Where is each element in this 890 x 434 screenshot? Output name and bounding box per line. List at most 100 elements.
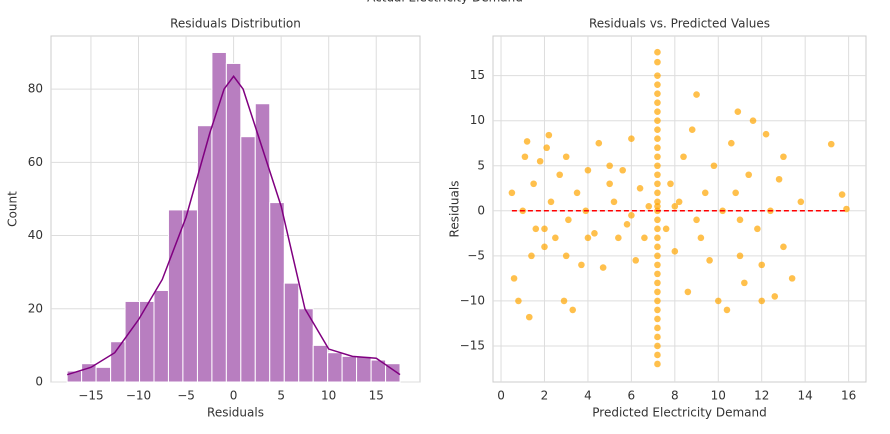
point bbox=[510, 275, 518, 282]
point bbox=[667, 180, 674, 188]
point bbox=[654, 126, 661, 134]
bar bbox=[356, 355, 372, 383]
point bbox=[619, 166, 626, 174]
point bbox=[680, 153, 687, 161]
point bbox=[521, 153, 529, 161]
point bbox=[758, 297, 766, 305]
y-tick-label: 40 bbox=[28, 228, 43, 242]
point bbox=[569, 306, 577, 314]
x-tick-label: 14 bbox=[798, 389, 813, 403]
point bbox=[654, 225, 661, 233]
point bbox=[606, 162, 613, 170]
point bbox=[780, 153, 787, 161]
bar bbox=[196, 125, 213, 383]
point bbox=[562, 252, 570, 260]
point bbox=[697, 234, 705, 242]
point bbox=[771, 293, 779, 300]
point bbox=[654, 117, 661, 124]
x-tick-label: −5 bbox=[177, 389, 195, 403]
x-tick-label: 10 bbox=[711, 389, 726, 403]
point bbox=[641, 234, 648, 242]
point bbox=[541, 225, 548, 233]
chart-title: Residuals Distribution bbox=[170, 17, 301, 31]
x-tick-label: −10 bbox=[126, 389, 151, 403]
point bbox=[654, 360, 661, 368]
y-tick-label: 60 bbox=[28, 155, 43, 169]
bar bbox=[240, 136, 256, 383]
point bbox=[654, 135, 661, 143]
point bbox=[734, 108, 742, 115]
point bbox=[723, 306, 731, 314]
point bbox=[623, 221, 631, 228]
point bbox=[654, 144, 661, 152]
y-tick-label: 10 bbox=[470, 113, 485, 127]
bar bbox=[327, 352, 343, 383]
point bbox=[654, 243, 661, 251]
point bbox=[515, 297, 522, 305]
point bbox=[654, 288, 661, 296]
point bbox=[728, 139, 735, 147]
y-tick-label: 5 bbox=[477, 158, 485, 172]
point bbox=[788, 275, 796, 282]
x-tick-label: 4 bbox=[584, 389, 592, 403]
point bbox=[528, 252, 535, 260]
x-tick-label: −15 bbox=[78, 389, 103, 403]
x-tick-label: 5 bbox=[277, 389, 285, 403]
point bbox=[573, 189, 581, 197]
bar bbox=[153, 289, 169, 383]
point bbox=[654, 333, 661, 341]
point bbox=[654, 108, 661, 115]
point bbox=[654, 297, 661, 305]
point bbox=[595, 139, 603, 147]
point bbox=[758, 261, 766, 269]
y-tick-label: 80 bbox=[28, 82, 43, 96]
bar bbox=[167, 209, 184, 383]
point bbox=[532, 225, 540, 233]
bar bbox=[95, 366, 112, 383]
point bbox=[615, 234, 622, 242]
point bbox=[508, 189, 516, 197]
bar bbox=[385, 363, 401, 383]
point bbox=[632, 257, 640, 264]
x-axis-label: Residuals bbox=[207, 406, 264, 420]
bar bbox=[124, 300, 141, 383]
y-tick-label: 0 bbox=[477, 203, 485, 217]
point bbox=[654, 234, 661, 242]
point bbox=[654, 162, 661, 170]
point bbox=[541, 243, 548, 251]
point bbox=[654, 180, 661, 188]
point bbox=[741, 279, 748, 287]
bar bbox=[254, 103, 271, 383]
y-tick-label: 0 bbox=[35, 375, 43, 389]
point bbox=[827, 140, 835, 148]
point bbox=[654, 216, 661, 224]
point bbox=[565, 216, 572, 224]
point bbox=[523, 138, 531, 145]
point bbox=[654, 48, 661, 56]
point bbox=[606, 180, 613, 188]
point bbox=[714, 297, 722, 305]
bar bbox=[182, 209, 198, 383]
point bbox=[654, 58, 661, 66]
point bbox=[654, 72, 661, 79]
point bbox=[749, 117, 757, 124]
y-axis-label: Residuals bbox=[448, 181, 462, 238]
y-tick-label: −10 bbox=[460, 293, 485, 307]
point bbox=[654, 81, 661, 88]
point bbox=[654, 99, 661, 106]
y-tick-label: 20 bbox=[28, 301, 43, 315]
point bbox=[736, 216, 744, 224]
point bbox=[762, 130, 770, 138]
point bbox=[693, 216, 700, 224]
x-tick-label: 10 bbox=[321, 389, 336, 403]
point bbox=[525, 313, 533, 321]
point bbox=[636, 184, 644, 192]
x-tick-label: 16 bbox=[841, 389, 856, 403]
y-tick-label: −5 bbox=[467, 248, 485, 262]
point bbox=[560, 297, 568, 305]
point bbox=[706, 257, 713, 264]
point bbox=[599, 264, 607, 271]
bar bbox=[312, 344, 329, 383]
point bbox=[543, 144, 550, 152]
point bbox=[654, 261, 661, 269]
